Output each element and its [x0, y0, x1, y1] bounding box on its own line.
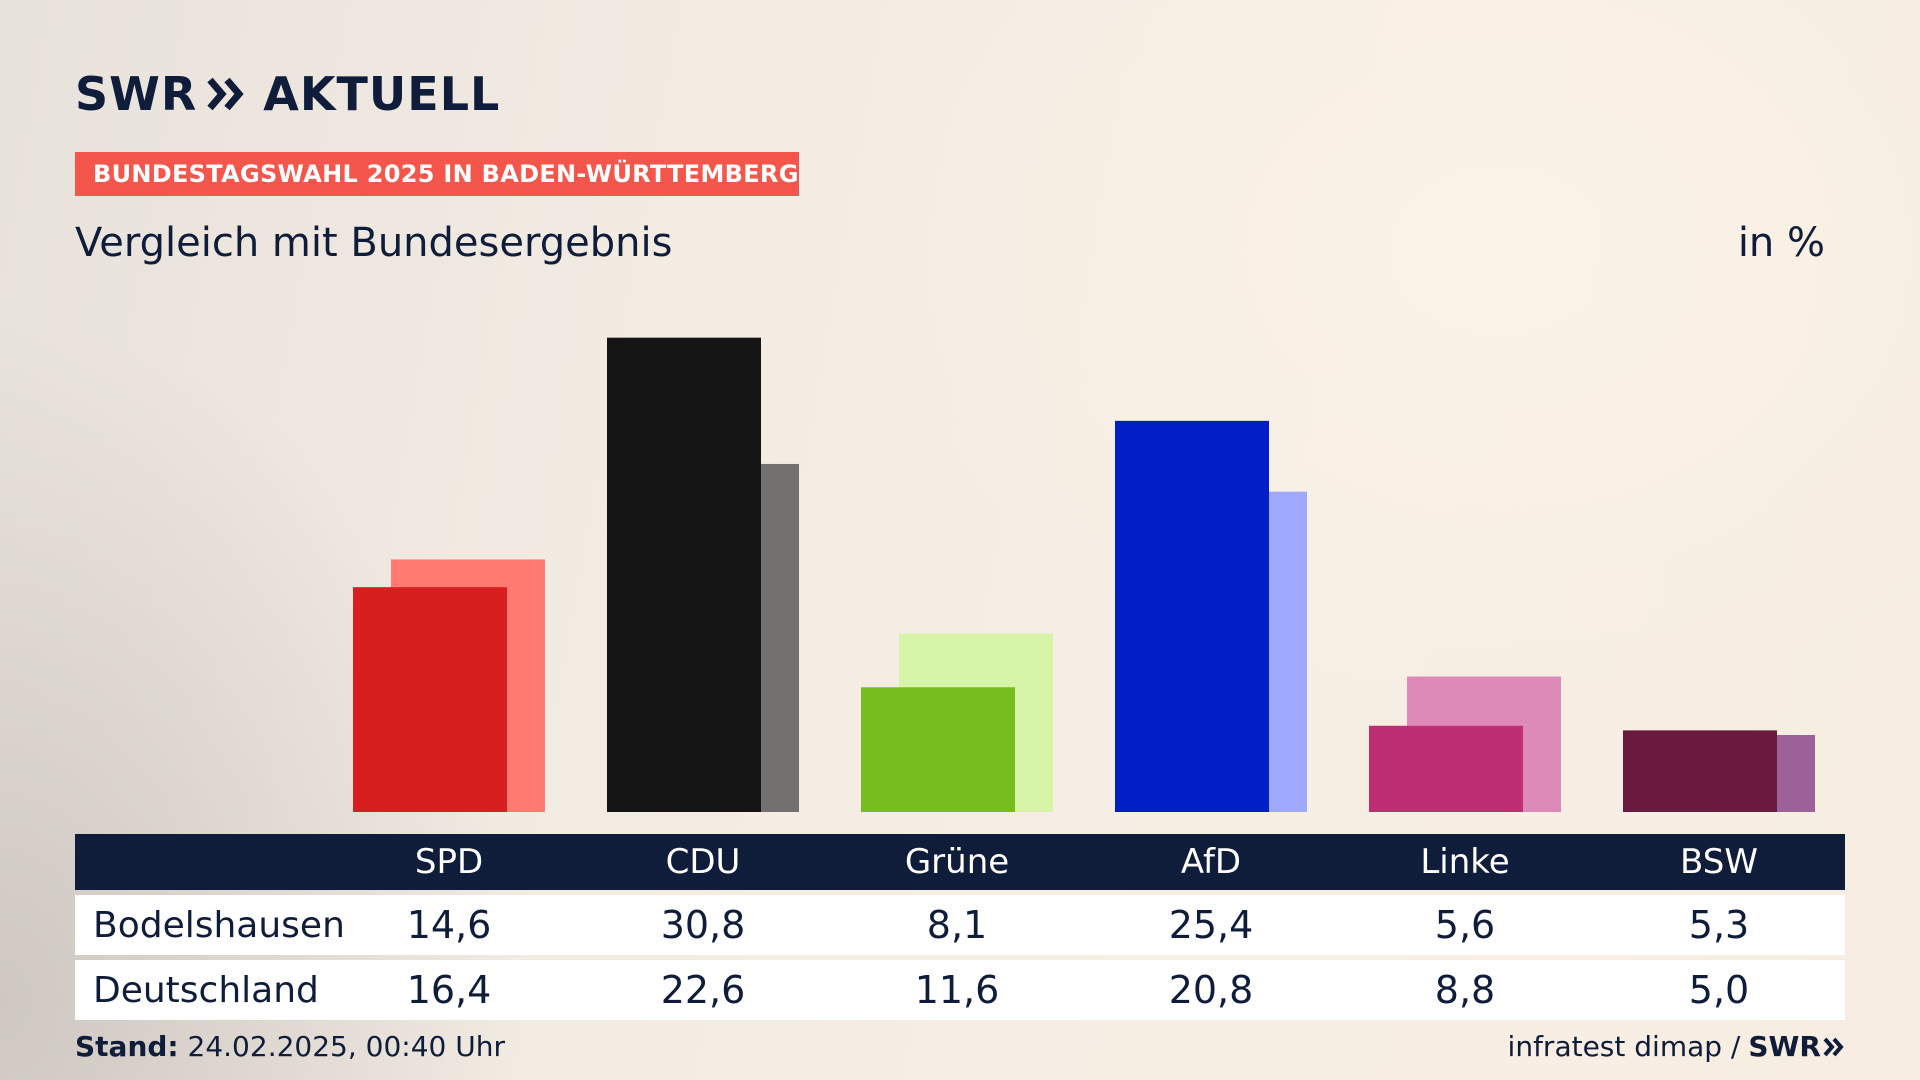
row-label: Bodelshausen — [93, 904, 345, 946]
cell-deutschland-afd: 20,8 — [1168, 968, 1254, 1012]
double-chevron-icon — [207, 77, 247, 111]
results-table: SPD CDU Grüne AfD Linke BSW Bodelshausen 14,6… — [75, 834, 1845, 1020]
stand-label: Stand: — [75, 1030, 179, 1063]
bar-bodelshausen-spd — [353, 587, 507, 812]
bar-bodelshausen-afd — [1115, 420, 1269, 812]
cell-deutschland-grüne: 11,6 — [914, 968, 1000, 1012]
source-text: infratest dimap / — [1507, 1030, 1741, 1063]
table-row-deutschland: Deutschland 16,4 22,6 11,6 20,8 8,8 5,0 — [75, 960, 1845, 1020]
cell-deutschland-linke: 8,8 — [1434, 968, 1496, 1012]
cell-deutschland-spd: 16,4 — [406, 968, 492, 1012]
bar-bodelshausen-linke — [1369, 725, 1523, 812]
cell-bodelshausen-linke: 5,6 — [1434, 903, 1496, 947]
timestamp: Stand: 24.02.2025, 00:40 Uhr — [75, 1030, 505, 1063]
bar-bodelshausen-grüne — [861, 687, 1015, 812]
row-label: Deutschland — [93, 969, 319, 1011]
election-banner: BUNDESTAGSWAHL 2025 IN BADEN-WÜRTTEMBERG — [75, 152, 799, 196]
chart-subtitle: Vergleich mit Bundesergebnis — [75, 220, 673, 266]
stand-value: 24.02.2025, 00:40 Uhr — [187, 1030, 505, 1063]
brand-text: SWR — [1748, 1030, 1821, 1063]
cell-bodelshausen-spd: 14,6 — [406, 903, 492, 947]
column-header-cdu: CDU — [665, 842, 741, 882]
column-header-spd: SPD — [414, 842, 484, 882]
unit-label: in % — [1737, 220, 1825, 266]
bar-bodelshausen-bsw — [1623, 730, 1777, 812]
column-header-bsw: BSW — [1680, 842, 1758, 882]
cell-bodelshausen-grüne: 8,1 — [926, 903, 988, 947]
cell-bodelshausen-cdu: 30,8 — [660, 903, 746, 947]
table-header: SPD CDU Grüne AfD Linke BSW — [75, 834, 1845, 890]
bar-chart — [353, 337, 1815, 812]
source-credit: infratest dimap / SWR — [1508, 1030, 1845, 1063]
cell-deutschland-bsw: 5,0 — [1688, 968, 1750, 1012]
swr-brand: SWR — [1748, 1030, 1845, 1063]
logo-swr-text: SWR — [75, 67, 198, 121]
column-header-grüne: Grüne — [904, 842, 1010, 882]
bar-bodelshausen-cdu — [607, 337, 761, 812]
double-chevron-icon — [1823, 1037, 1844, 1056]
logo-aktuell-text: AKTUELL — [263, 67, 501, 121]
cell-bodelshausen-afd: 25,4 — [1168, 903, 1254, 947]
column-header-afd: AfD — [1180, 842, 1242, 882]
table-row-bodelshausen: Bodelshausen 14,6 30,8 8,1 25,4 5,6 5,3 — [75, 895, 1845, 955]
cell-deutschland-cdu: 22,6 — [660, 968, 746, 1012]
swr-aktuell-logo: SWR AKTUELL — [75, 66, 500, 122]
column-header-linke: Linke — [1420, 842, 1510, 882]
cell-bodelshausen-bsw: 5,3 — [1688, 903, 1750, 947]
